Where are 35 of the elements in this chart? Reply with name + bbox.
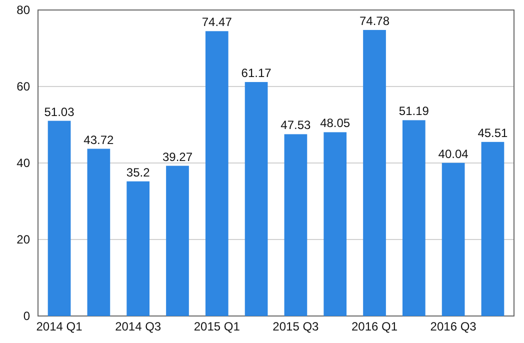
data-label: 35.2: [126, 165, 150, 180]
bar: [87, 148, 110, 316]
bar: [442, 162, 465, 316]
data-label: 74.47: [202, 15, 232, 30]
bar: [324, 132, 347, 316]
y-tick-label: 0: [23, 308, 30, 323]
x-tick-label: 2014 Q1: [36, 320, 83, 334]
bar: [284, 134, 308, 316]
bar: [166, 166, 189, 316]
data-label: 61.17: [241, 66, 272, 80]
bar: [205, 31, 228, 316]
x-tick-label: 2015 Q3: [272, 320, 320, 334]
data-label: 39.27: [162, 150, 193, 164]
data-label: 74.78: [359, 14, 390, 28]
x-tick-label: 2015 Q1: [194, 320, 240, 334]
data-label: 45.51: [478, 126, 508, 140]
x-tick-label: 2014 Q3: [115, 320, 162, 334]
bar: [363, 30, 386, 316]
data-label: 51.19: [398, 104, 430, 118]
y-tick-label: 80: [16, 2, 30, 17]
data-label: 43.72: [84, 132, 114, 147]
bar: [48, 120, 71, 316]
bar: [244, 82, 268, 316]
data-label: 51.03: [44, 104, 75, 119]
data-label: 40.04: [438, 146, 469, 161]
y-tick-label: 20: [16, 232, 30, 246]
x-tick-label: 2016 Q1: [351, 320, 398, 334]
data-label: 48.05: [320, 116, 350, 130]
y-tick-label: 40: [16, 156, 30, 170]
y-tick-label: 60: [16, 79, 30, 94]
data-label: 47.53: [280, 118, 312, 132]
bar: [402, 120, 426, 316]
x-tick-label: 2016 Q3: [430, 320, 477, 334]
bar: [126, 181, 150, 316]
bar: [481, 142, 504, 316]
